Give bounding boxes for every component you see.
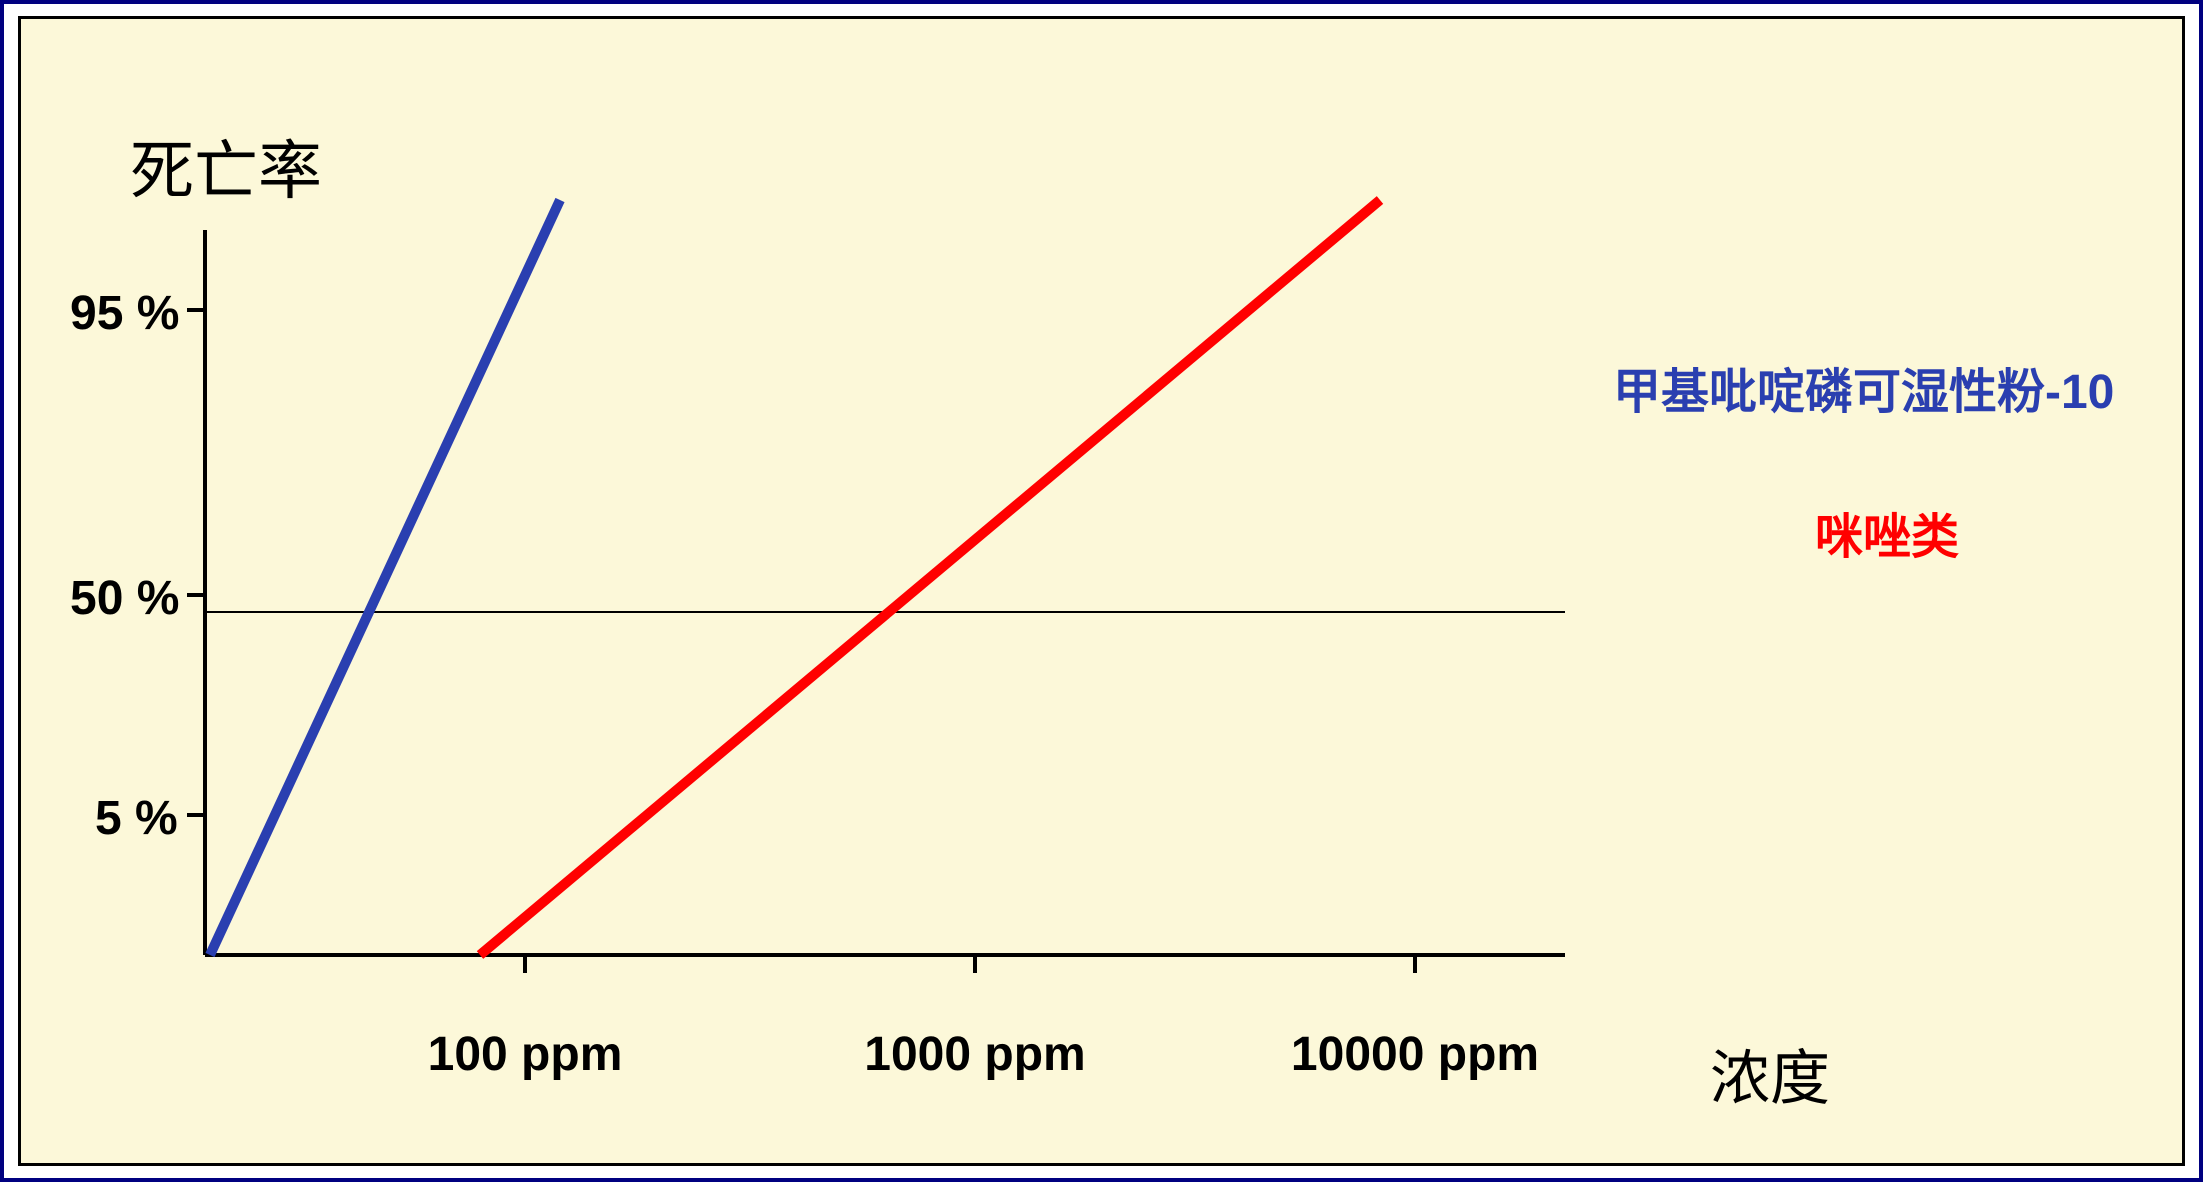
x-tick-label-2: 10000 ppm <box>1291 1027 1539 1082</box>
series-line-0 <box>210 200 560 955</box>
legend-series-1: 咪唑类 <box>1815 497 1959 567</box>
chart-svg <box>0 0 2203 1182</box>
x-axis-title: 浓度 <box>1710 1030 1830 1117</box>
axes-group <box>205 230 1565 955</box>
legend-series-0: 甲基吡啶磷可湿性粉-10 <box>1613 352 2114 422</box>
x-ticks-group <box>525 955 1415 973</box>
y-ticks-group <box>187 310 205 815</box>
y-axis-title: 死亡率 <box>130 120 322 212</box>
series-group <box>210 200 1380 955</box>
series-line-1 <box>480 200 1380 955</box>
y-tick-label-2: 95 % <box>70 286 179 341</box>
y-tick-label-1: 50 % <box>70 571 179 626</box>
x-tick-label-0: 100 ppm <box>428 1027 623 1082</box>
x-tick-label-1: 1000 ppm <box>864 1027 1085 1082</box>
slide-canvas: 死亡率 浓度 5 % 50 % 95 % 100 ppm 1000 ppm 10… <box>0 0 2203 1182</box>
y-tick-label-0: 5 % <box>95 791 178 846</box>
